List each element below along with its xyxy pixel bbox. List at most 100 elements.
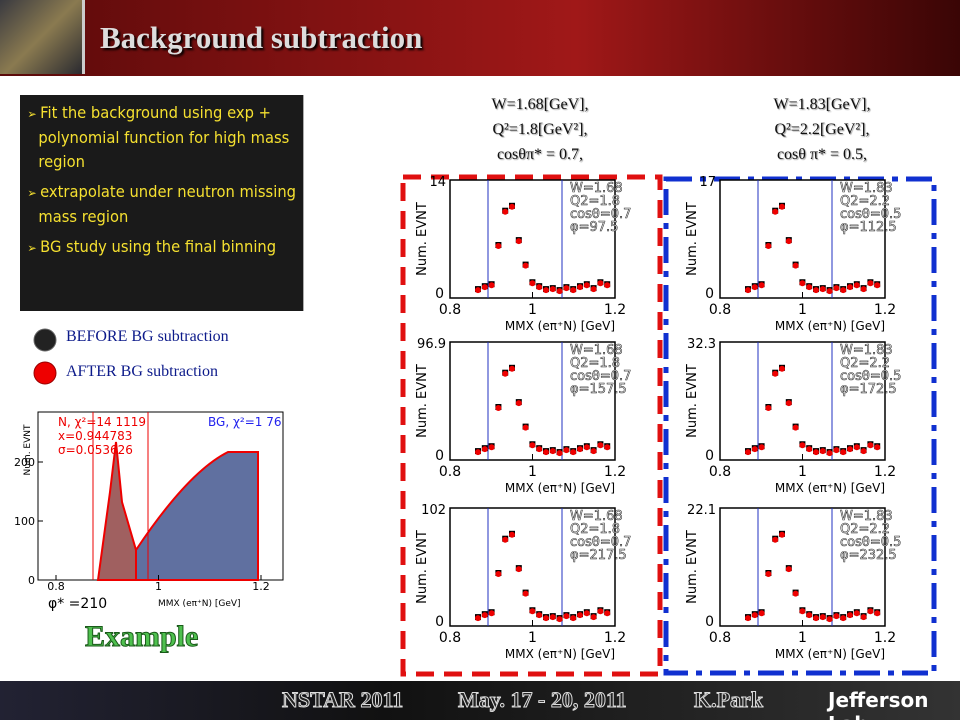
bullet: Fit the background using exp + polynomia… — [26, 101, 300, 174]
bin-red — [590, 286, 597, 293]
bin-red — [495, 243, 502, 249]
y-tick-label: 0 — [435, 286, 444, 302]
bin-red — [806, 446, 813, 453]
bin-red — [475, 615, 481, 622]
footer-conf: NSTAR 2011 — [281, 687, 404, 713]
footer-author: K.Park — [693, 687, 764, 713]
bin-red — [813, 449, 819, 456]
bin-red — [860, 448, 867, 455]
stat-text: W=1.83 — [840, 509, 893, 524]
bin-red — [772, 536, 779, 543]
bin-red — [745, 449, 751, 456]
x-tick-label: 0.8 — [439, 464, 461, 480]
y-tick-label: 200 — [14, 456, 35, 469]
bin-red — [860, 286, 867, 293]
bin-red — [543, 287, 549, 294]
footer-date: May. 17 - 20, 2011 — [458, 687, 628, 713]
bin-red — [475, 449, 481, 456]
legend-label: BEFORE BG subtraction — [66, 328, 229, 345]
stat-text: Q2=1.8 — [570, 194, 620, 209]
panel: 0.8 1 1.2 0 32.3 MMX (eπ⁺N) [GeV] Num. EVNT W=1… — [685, 337, 902, 495]
column-cos: cosθπ* = 0.7, — [496, 146, 584, 163]
example-text: φ* =210 — [48, 596, 107, 612]
x-tick-label: 1 — [155, 580, 162, 593]
x-tick-label: 0.8 — [709, 302, 731, 318]
stat-text: cosθ=0.7 — [570, 207, 631, 222]
y-axis-label: Num. EVNT — [685, 364, 700, 438]
bin-red — [779, 531, 785, 538]
column-q2: Q²=2.2[GeV²], — [774, 121, 870, 138]
stat-text: W=1.83 — [840, 343, 893, 358]
bin-red — [509, 203, 515, 210]
x-tick-label: 0.8 — [709, 464, 731, 480]
x-tick-label: 1.2 — [874, 630, 896, 646]
bin-red — [853, 282, 860, 289]
bg-fill — [135, 451, 259, 581]
bin-red — [597, 280, 604, 287]
bin-red — [556, 616, 563, 623]
column-q2: Q²=1.8[GeV²], — [492, 121, 588, 138]
bin-red — [502, 208, 509, 215]
stat-text: cosθ=0.7 — [570, 535, 631, 550]
bin-red — [563, 285, 570, 292]
stat-text: φ=232.5 — [840, 548, 897, 563]
bin-red — [509, 531, 515, 538]
bin-red — [806, 612, 813, 619]
bin-red — [488, 282, 495, 289]
bin-red — [481, 284, 488, 291]
bin-red — [867, 280, 874, 287]
y-max-label: 96.9 — [417, 337, 446, 352]
bin-red — [813, 287, 819, 294]
bin-red — [481, 612, 488, 619]
x-axis-label: MMX (eπ⁺N) [GeV] — [505, 319, 615, 333]
legend-marker-black — [33, 328, 57, 352]
bin-red — [529, 608, 536, 615]
x-tick-label: 1 — [528, 464, 537, 480]
bin-red — [785, 400, 792, 407]
bin-red — [758, 444, 765, 451]
bin-red — [481, 446, 488, 453]
bin-red — [502, 370, 509, 377]
bin-red — [543, 449, 549, 456]
bin-red — [867, 442, 874, 449]
bin-red — [758, 610, 765, 617]
bin-red — [570, 449, 577, 456]
y-max-label: 102 — [421, 503, 446, 518]
x-tick-label: 0.8 — [439, 630, 461, 646]
y-axis-label: Num. EVNT — [685, 530, 700, 604]
bin-red — [502, 536, 509, 543]
bin-red — [563, 613, 570, 620]
y-max-label: 17 — [699, 175, 716, 190]
bin-red — [515, 238, 522, 245]
column-cos: cosθ π* = 0.5, — [776, 146, 868, 163]
bin-red — [604, 610, 611, 617]
bin-red — [536, 446, 543, 453]
footer-lab: Jefferson Lab — [828, 688, 929, 720]
bin-red — [833, 447, 840, 454]
bin-red — [570, 615, 577, 622]
bullet: BG study using the final binning — [26, 235, 300, 260]
bin-red — [509, 365, 515, 372]
bin-red — [874, 282, 881, 289]
bin-red — [577, 284, 583, 291]
bin-red — [867, 608, 874, 615]
bin-red — [556, 450, 563, 457]
bin-red — [860, 614, 867, 621]
stat-text: W=1.83 — [840, 181, 893, 196]
logo — [0, 0, 85, 74]
bin-red — [751, 612, 758, 619]
bin-red — [819, 448, 826, 455]
x-tick-label: 0.8 — [439, 302, 461, 318]
bin-red — [475, 287, 481, 294]
bin-red — [772, 370, 779, 377]
bin-red — [792, 262, 799, 269]
bin-red — [833, 285, 840, 292]
bin-red — [563, 447, 570, 454]
x-axis-label: MMX (eπ⁺N) [GeV] — [505, 481, 615, 495]
legend-marker-red — [33, 361, 57, 385]
bin-red — [806, 284, 813, 291]
title-bar — [0, 0, 960, 76]
x-tick-label: 1.2 — [604, 630, 626, 646]
bin-red — [751, 284, 758, 291]
